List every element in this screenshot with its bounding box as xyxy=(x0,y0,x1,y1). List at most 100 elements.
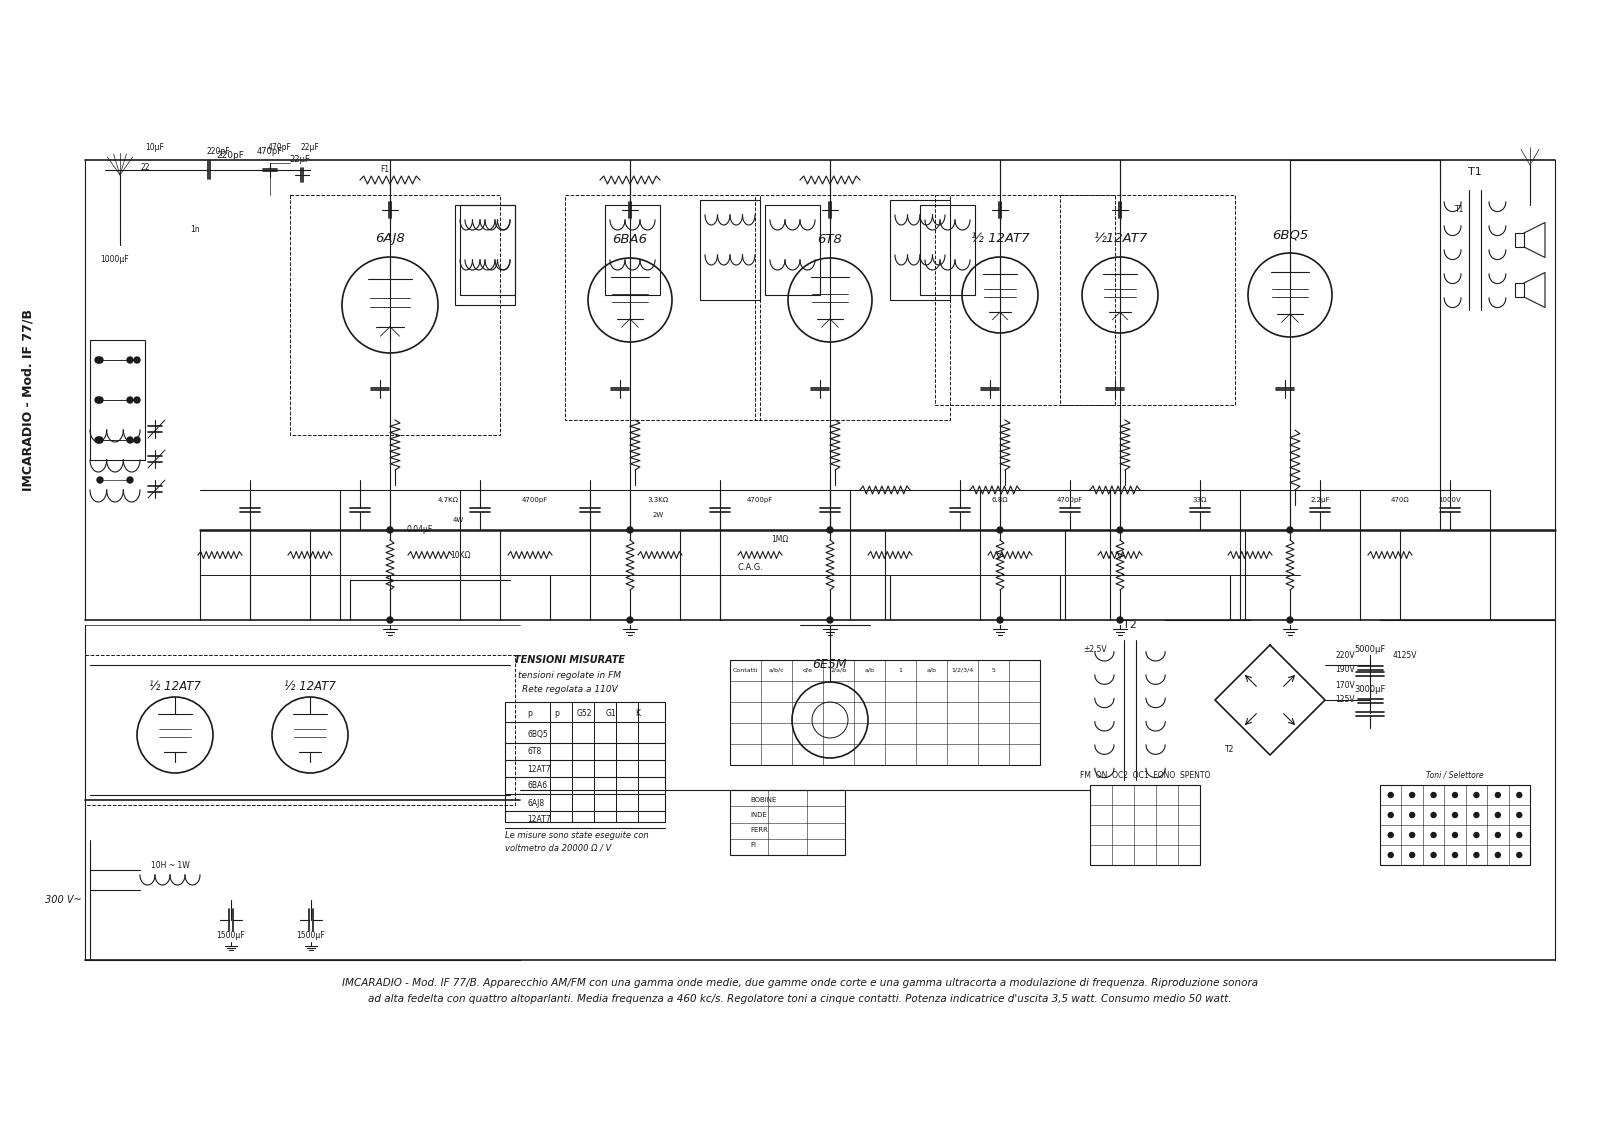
Bar xyxy=(1059,195,1235,405)
Circle shape xyxy=(134,437,141,443)
Circle shape xyxy=(827,618,834,623)
Text: T1: T1 xyxy=(1456,206,1464,215)
Text: FM  ON  OC2  OC1  FONO  SPENTO: FM ON OC2 OC1 FONO SPENTO xyxy=(1080,770,1210,779)
Text: 10KΩ: 10KΩ xyxy=(450,551,470,560)
Circle shape xyxy=(1496,832,1501,837)
Text: 300 V~: 300 V~ xyxy=(45,895,82,905)
Circle shape xyxy=(1430,832,1437,837)
Text: T1: T1 xyxy=(1469,167,1482,176)
Circle shape xyxy=(997,527,1003,533)
Text: 1500μF: 1500μF xyxy=(296,931,325,940)
Text: T2: T2 xyxy=(1226,745,1235,754)
Text: BOBINE: BOBINE xyxy=(750,797,776,803)
Text: 470pF: 470pF xyxy=(269,144,291,153)
Text: C.A.G.: C.A.G. xyxy=(738,562,763,571)
Text: 22: 22 xyxy=(141,163,150,172)
Text: 220V: 220V xyxy=(1334,650,1355,659)
Circle shape xyxy=(1496,812,1501,818)
Text: Le misure sono state eseguite con: Le misure sono state eseguite con xyxy=(506,830,648,839)
Circle shape xyxy=(94,397,101,403)
Text: 220pF: 220pF xyxy=(206,147,230,156)
Text: 4700pF: 4700pF xyxy=(522,497,549,503)
Circle shape xyxy=(126,477,133,483)
Text: 1MΩ: 1MΩ xyxy=(771,535,789,544)
Text: 6T8: 6T8 xyxy=(818,233,843,247)
Text: ½ 12AT7: ½ 12AT7 xyxy=(149,681,202,693)
Bar xyxy=(765,205,819,295)
Text: 220pF: 220pF xyxy=(216,150,243,159)
Circle shape xyxy=(94,437,101,443)
Text: tensioni regolate in FM: tensioni regolate in FM xyxy=(518,672,621,681)
Bar xyxy=(565,195,760,420)
Text: 6T8: 6T8 xyxy=(526,748,541,757)
Text: 4125V: 4125V xyxy=(1392,650,1418,659)
Bar xyxy=(454,205,515,305)
Text: 33Ω: 33Ω xyxy=(1194,497,1206,503)
Text: ½12AT7: ½12AT7 xyxy=(1093,232,1147,245)
Text: 6.8Ω: 6.8Ω xyxy=(992,497,1008,503)
Circle shape xyxy=(387,618,394,623)
Text: 6E5M: 6E5M xyxy=(813,658,848,672)
Text: 2/a/b: 2/a/b xyxy=(830,668,846,673)
Text: 1n: 1n xyxy=(190,225,200,234)
Circle shape xyxy=(1453,832,1458,837)
Text: 4W: 4W xyxy=(453,517,464,523)
Text: ½ 12AT7: ½ 12AT7 xyxy=(285,681,336,693)
Circle shape xyxy=(134,357,141,363)
Text: 2W: 2W xyxy=(653,512,664,518)
Bar xyxy=(1090,785,1200,865)
Text: a/b: a/b xyxy=(926,668,936,673)
Text: a/b: a/b xyxy=(864,668,875,673)
Circle shape xyxy=(387,527,394,533)
Circle shape xyxy=(1430,853,1437,857)
Circle shape xyxy=(1474,793,1478,797)
Circle shape xyxy=(627,618,634,623)
Text: 6BA6: 6BA6 xyxy=(613,233,648,247)
Circle shape xyxy=(126,357,133,363)
Text: 6AJ8: 6AJ8 xyxy=(374,232,405,245)
Text: a/b/c: a/b/c xyxy=(768,668,784,673)
Text: FI: FI xyxy=(750,841,757,848)
Circle shape xyxy=(1453,853,1458,857)
Circle shape xyxy=(98,397,102,403)
Text: 170V: 170V xyxy=(1334,681,1355,690)
Circle shape xyxy=(1389,853,1394,857)
Text: 1000V: 1000V xyxy=(1438,497,1461,503)
Text: 6BQ5: 6BQ5 xyxy=(526,731,547,740)
Text: 470pF: 470pF xyxy=(258,147,283,156)
Circle shape xyxy=(1474,853,1478,857)
Bar xyxy=(701,200,760,300)
Text: voltmetro da 20000 Ω / V: voltmetro da 20000 Ω / V xyxy=(506,844,611,853)
Circle shape xyxy=(627,527,634,533)
Text: 10μF: 10μF xyxy=(146,144,165,153)
Text: TENSIONI MISURATE: TENSIONI MISURATE xyxy=(515,655,626,665)
Bar xyxy=(290,195,499,435)
Text: 22μF: 22μF xyxy=(290,155,310,164)
Text: 470Ω: 470Ω xyxy=(1390,497,1410,503)
Text: IMCARADIO - Mod. IF 77/B: IMCARADIO - Mod. IF 77/B xyxy=(21,309,35,491)
Circle shape xyxy=(1474,812,1478,818)
Text: 6AJ8: 6AJ8 xyxy=(526,798,544,808)
Bar xyxy=(730,661,1040,765)
Bar xyxy=(920,205,974,295)
Circle shape xyxy=(94,357,101,363)
Bar xyxy=(1515,283,1523,297)
Circle shape xyxy=(98,477,102,483)
Bar xyxy=(506,702,666,822)
Text: p: p xyxy=(555,709,560,718)
Text: 3.3KΩ: 3.3KΩ xyxy=(648,497,669,503)
Circle shape xyxy=(1517,832,1522,837)
Text: INDE: INDE xyxy=(750,812,766,818)
Circle shape xyxy=(134,397,141,403)
Bar xyxy=(890,200,950,300)
Circle shape xyxy=(1286,618,1293,623)
Bar xyxy=(605,205,661,295)
Text: 5: 5 xyxy=(992,668,995,673)
Circle shape xyxy=(1117,527,1123,533)
Bar xyxy=(730,789,845,855)
Text: 4700pF: 4700pF xyxy=(747,497,773,503)
Circle shape xyxy=(126,437,133,443)
Text: p: p xyxy=(528,709,533,718)
Bar xyxy=(461,205,515,295)
Text: 6BA6: 6BA6 xyxy=(526,782,547,791)
